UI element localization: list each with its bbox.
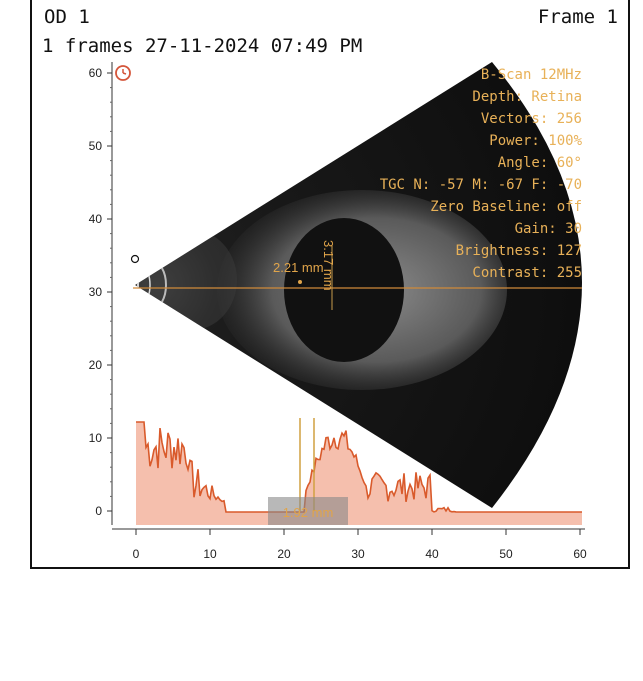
amplitude-fill — [136, 422, 582, 525]
x-axis: 0 10 20 30 40 50 60 — [112, 528, 587, 561]
y-tick-label: 20 — [89, 358, 103, 372]
param-tgc: TGC N: -57 M: -67 F: -70 — [380, 177, 582, 193]
amplitude-line — [136, 421, 582, 513]
param-power: Power: 100% — [489, 133, 582, 149]
ultrasound-frame: OD 1 Frame 1 1 frames 27-11-2024 07:49 P… — [30, 0, 630, 569]
x-tick-label: 20 — [277, 547, 291, 561]
gap-label-bg — [268, 497, 348, 525]
eye-label: OD 1 — [44, 6, 90, 28]
x-tick-label: 30 — [351, 547, 365, 561]
param-brightness: Brightness: 127 — [456, 243, 582, 259]
calipers: 1.92 mm 2.21 mm 3.17 mm — [133, 240, 582, 525]
y-tick-label: 50 — [89, 139, 103, 153]
y-tick-label: 30 — [89, 285, 103, 299]
width-measurement: 2.21 mm — [273, 260, 324, 275]
height-measurement: 3.17 mm — [321, 240, 336, 291]
scan-info-line: 1 frames 27-11-2024 07:49 PM — [42, 35, 363, 57]
width-caliper-dot — [298, 280, 302, 284]
param-vectors: Vectors: 256 — [481, 111, 582, 127]
scan-fan — [135, 62, 582, 508]
param-contrast: Contrast: 255 — [472, 265, 582, 281]
x-tick-label: 50 — [499, 547, 513, 561]
y-tick-label: 40 — [89, 212, 103, 226]
amplitude-graph — [136, 421, 582, 525]
param-mode: B-Scan 12MHz — [481, 67, 582, 83]
param-gain: Gain: 30 — [515, 221, 582, 237]
param-depth: Depth: Retina — [472, 89, 582, 105]
x-tick-label: 10 — [203, 547, 217, 561]
param-angle: Angle: 60° — [498, 155, 582, 171]
x-tick-label: 0 — [133, 547, 140, 561]
frame-label: Frame 1 — [537, 6, 618, 28]
y-tick-label: 0 — [95, 504, 102, 518]
y-axis: 60 50 40 30 20 10 0 — [89, 62, 113, 525]
x-tick-label: 60 — [573, 547, 587, 561]
y-tick-label: 60 — [89, 66, 103, 80]
param-baseline: Zero Baseline: off — [430, 199, 582, 215]
scan-parameters: B-Scan 12MHz Depth: Retina Vectors: 256 … — [380, 67, 583, 281]
bscan-plot: 1.92 mm 2.21 mm 3.17 mm B-Scan 12MHz Dep… — [89, 62, 587, 561]
x-tick-label: 40 — [425, 547, 439, 561]
gap-measurement: 1.92 mm — [283, 505, 334, 520]
clock-icon[interactable] — [115, 65, 131, 81]
probe-marker-icon[interactable] — [130, 254, 140, 264]
y-tick-label: 10 — [89, 431, 103, 445]
